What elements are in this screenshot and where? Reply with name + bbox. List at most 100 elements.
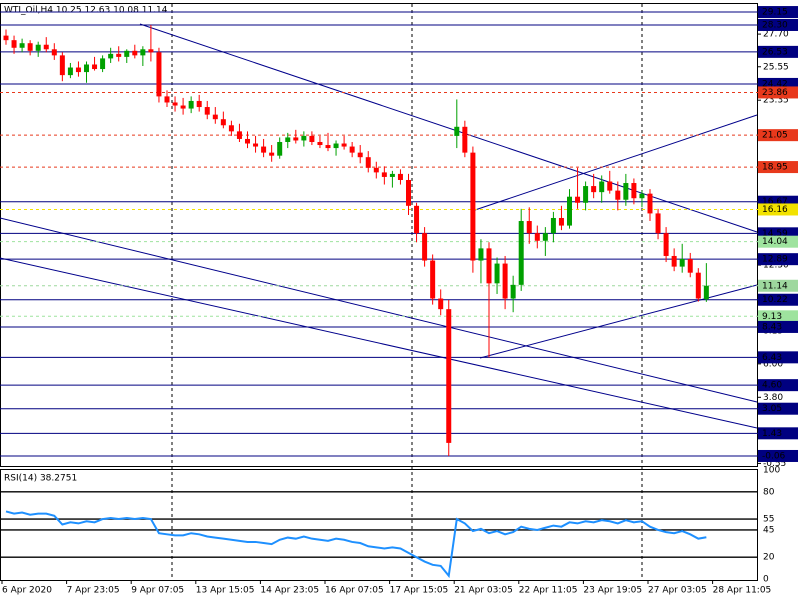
candle-body [317, 141, 323, 146]
candle-body [285, 137, 291, 142]
level-label: 16.67 [762, 197, 788, 207]
candle-body [132, 50, 138, 56]
level-label: 6.43 [762, 353, 782, 363]
candle-body [534, 233, 540, 241]
rsi-tick-label: 80 [763, 487, 775, 497]
candle-body [212, 114, 218, 120]
x-tick-label: 9 Apr 07:05 [131, 586, 184, 596]
candle-body [558, 217, 564, 226]
level-box [758, 253, 798, 266]
candle-body [671, 255, 677, 267]
y-tick-label: 3.80 [763, 393, 783, 403]
level-box [758, 45, 798, 58]
y-tick-label: 23.35 [763, 96, 789, 106]
candle-body [510, 284, 516, 299]
candle-body [639, 193, 645, 199]
candle-body [647, 193, 653, 214]
candle-body [245, 138, 250, 144]
candle-body [140, 49, 146, 56]
candle-body [277, 141, 283, 156]
candle-body [486, 248, 492, 284]
candle-body [502, 263, 508, 299]
trend-line [0, 257, 758, 429]
candle-body [100, 58, 106, 70]
level-label: 28.30 [762, 20, 788, 30]
level-box [758, 449, 798, 462]
level-box [758, 6, 798, 19]
level-box [758, 235, 798, 248]
level-label: 16.16 [762, 205, 788, 215]
level-label: 21.05 [762, 131, 788, 141]
x-tick-label: 23 Apr 19:05 [583, 586, 642, 596]
candle-body [92, 64, 98, 70]
candle-body [679, 259, 685, 267]
level-box [758, 310, 798, 323]
candle-body [406, 179, 411, 206]
candle-body [357, 152, 363, 158]
candle-body [59, 55, 65, 76]
candle-body [19, 43, 25, 48]
x-tick-label: 13 Apr 15:05 [196, 586, 255, 596]
candle-body [454, 126, 460, 136]
level-box [758, 279, 798, 292]
x-tick-label: 27 Apr 03:05 [648, 586, 707, 596]
candle-body [381, 172, 387, 177]
candle-body [84, 64, 89, 73]
y-tick-label: 6.00 [763, 359, 783, 369]
level-label: 12.89 [762, 255, 788, 265]
level-box [758, 129, 798, 142]
candle-body [156, 52, 162, 97]
candle-body [341, 143, 347, 147]
candle-body [67, 67, 73, 76]
x-tick-label: 7 Apr 23:05 [67, 586, 120, 596]
candle-body [269, 152, 275, 156]
rsi-line [5, 510, 707, 579]
candle-body [607, 181, 613, 191]
candle-body [325, 145, 331, 149]
candle-body [108, 53, 114, 59]
level-label: 4.60 [762, 381, 782, 391]
level-label: 11.14 [762, 281, 788, 291]
candle-body [180, 105, 186, 109]
level-box [758, 293, 798, 306]
level-box [758, 18, 798, 31]
candle-body [389, 173, 395, 177]
candle-body [623, 183, 629, 200]
main-panel [0, 3, 758, 467]
candle-body [599, 181, 605, 193]
candle-body [494, 263, 500, 284]
candle-body [365, 157, 371, 168]
candle-body [253, 143, 259, 147]
candle-body [703, 285, 709, 300]
candle-body [349, 146, 355, 153]
candle-body [615, 190, 621, 200]
candle-body [470, 152, 476, 261]
candle-body [687, 259, 693, 273]
level-label: 29.15 [762, 8, 788, 18]
candle-body [373, 167, 379, 173]
x-tick-label: 6 Apr 2020 [2, 586, 52, 596]
rsi-title: RSI(14) 38.2751 [4, 474, 77, 484]
level-box [758, 351, 798, 364]
rsi-tick-label: 20 [763, 553, 775, 563]
candle-body [124, 50, 130, 57]
candle-body [567, 196, 572, 226]
candle-body [261, 146, 267, 153]
candle-body [116, 53, 122, 57]
rsi-tick-label: 45 [763, 525, 774, 535]
candle-body [11, 40, 17, 48]
candle-body [663, 233, 669, 256]
x-tick-label: 16 Apr 07:05 [325, 586, 384, 596]
candle-body [462, 126, 468, 153]
rsi-tick-label: 55 [763, 515, 774, 525]
candle-body [164, 96, 170, 103]
period-separators [171, 4, 643, 580]
level-box [758, 203, 798, 216]
level-label: 23.86 [762, 88, 788, 98]
candle-body [309, 135, 315, 142]
level-label: 1.43 [762, 429, 782, 439]
candle-body [542, 233, 548, 241]
level-label: 10.22 [762, 295, 788, 305]
level-label: 18.95 [762, 163, 788, 173]
